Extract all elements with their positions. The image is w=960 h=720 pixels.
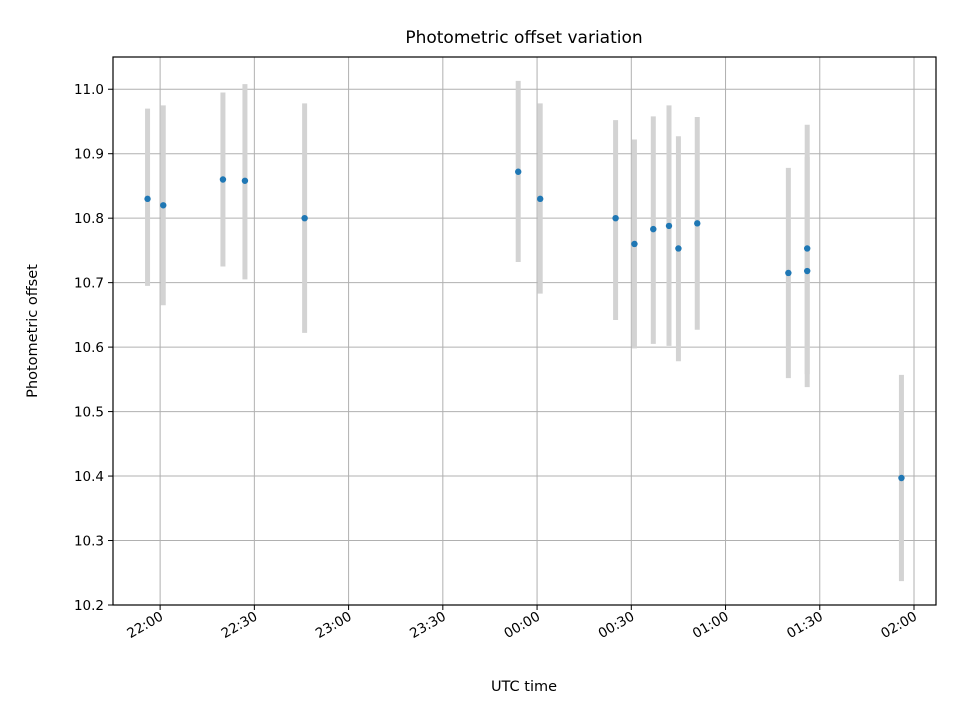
y-tick-label: 10.2 — [74, 598, 104, 614]
data-point — [515, 168, 522, 175]
y-axis-ticks: 10.2 10.3 10.4 10.5 10.6 10.7 10.8 10.9 11.0 — [74, 82, 113, 614]
x-tick-label: 23:30 — [407, 609, 449, 642]
data-point — [675, 245, 682, 252]
data-point — [804, 267, 811, 275]
error-bars — [145, 80, 904, 582]
x-tick-label: 01:00 — [690, 609, 732, 642]
y-tick-label: 11.0 — [74, 82, 104, 98]
y-tick-label: 10.8 — [74, 211, 104, 227]
y-tick-label: 10.4 — [74, 469, 104, 485]
x-tick-label: 00:30 — [596, 609, 638, 642]
data-point — [785, 269, 792, 277]
data-point — [665, 222, 673, 230]
x-tick-label: 23:00 — [313, 609, 355, 642]
y-tick-label: 10.6 — [74, 340, 104, 356]
x-axis-ticks: 22:00 22:30 23:00 23:30 00:00 00:30 01:00 01:30… — [124, 605, 920, 642]
x-tick-label: 01:30 — [784, 609, 826, 642]
data-point — [537, 195, 544, 203]
plot-frame — [112, 56, 937, 606]
grid — [113, 57, 936, 606]
data-point — [694, 220, 701, 227]
data-point — [144, 195, 151, 203]
data-point — [898, 474, 905, 482]
y-tick-label: 10.9 — [74, 147, 104, 163]
y-tick-label: 10.5 — [74, 405, 104, 421]
data-point — [219, 176, 227, 183]
data-point — [160, 202, 167, 209]
y-tick-label: 10.7 — [74, 276, 104, 292]
x-tick-label: 00:00 — [501, 609, 543, 642]
y-axis-label: Photometric offset — [25, 264, 41, 398]
data-point — [804, 245, 811, 252]
y-tick-label: 10.3 — [74, 534, 104, 550]
data-point — [241, 177, 249, 184]
data-point — [612, 214, 619, 222]
data-points — [144, 168, 905, 482]
chart-title: Photometric offset variation — [405, 28, 642, 48]
data-point — [650, 225, 657, 233]
x-axis-label: UTC time — [491, 679, 557, 695]
x-tick-label: 02:00 — [878, 609, 920, 642]
data-point — [301, 214, 308, 222]
x-tick-label: 22:00 — [124, 609, 166, 642]
data-point — [631, 240, 638, 248]
x-tick-label: 22:30 — [219, 609, 261, 642]
